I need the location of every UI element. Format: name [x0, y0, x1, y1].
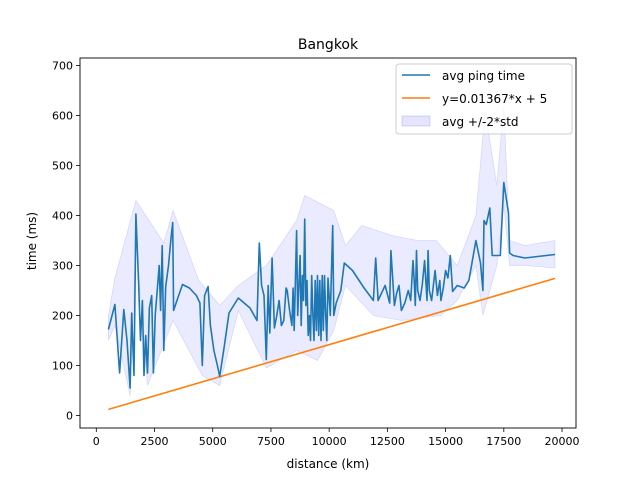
legend: avg ping time y=0.01367*x + 5 avg +/-2*s…	[395, 63, 573, 135]
y-tick-label: 0	[66, 410, 73, 423]
y-tick-label: 200	[52, 310, 73, 323]
y-tick-label: 400	[52, 210, 73, 223]
y-tick-label: 600	[52, 110, 73, 123]
series-avg-ping-line	[107, 181, 556, 389]
legend-label-avg-ping: avg ping time	[442, 69, 525, 83]
x-tick-label: 7500	[257, 435, 285, 448]
x-tick-label: 15000	[428, 435, 463, 448]
axes-layer: 0 2500 5000 7500 10000 12500 15000 17500 20000 0 1…	[52, 57, 580, 448]
y-axis-label: time (ms)	[25, 212, 39, 270]
y-tick-label: 300	[52, 260, 73, 273]
legend-label-fit-line: y=0.01367*x + 5	[442, 92, 547, 106]
x-tick-label: 2500	[141, 435, 169, 448]
y-tick-label: 100	[52, 360, 73, 373]
plot-frame	[79, 57, 577, 429]
y-tick-label: 500	[52, 160, 73, 173]
legend-marker-std-band	[401, 115, 431, 127]
x-tick-label: 17500	[486, 435, 521, 448]
chart-title: Bangkok	[298, 37, 359, 53]
x-tick-label: 5000	[199, 435, 227, 448]
legend-frame	[395, 63, 573, 135]
x-tick-label: 10000	[312, 435, 347, 448]
series-layer	[107, 181, 556, 411]
x-tick-label: 0	[93, 435, 100, 448]
x-axis-label: distance (km)	[287, 457, 370, 471]
x-tick-label: 20000	[545, 435, 580, 448]
series-fit-line	[108, 277, 556, 411]
x-tick-label: 12500	[370, 435, 405, 448]
legend-label-std-band: avg +/-2*std	[442, 115, 519, 129]
y-tick-label: 700	[52, 60, 73, 73]
